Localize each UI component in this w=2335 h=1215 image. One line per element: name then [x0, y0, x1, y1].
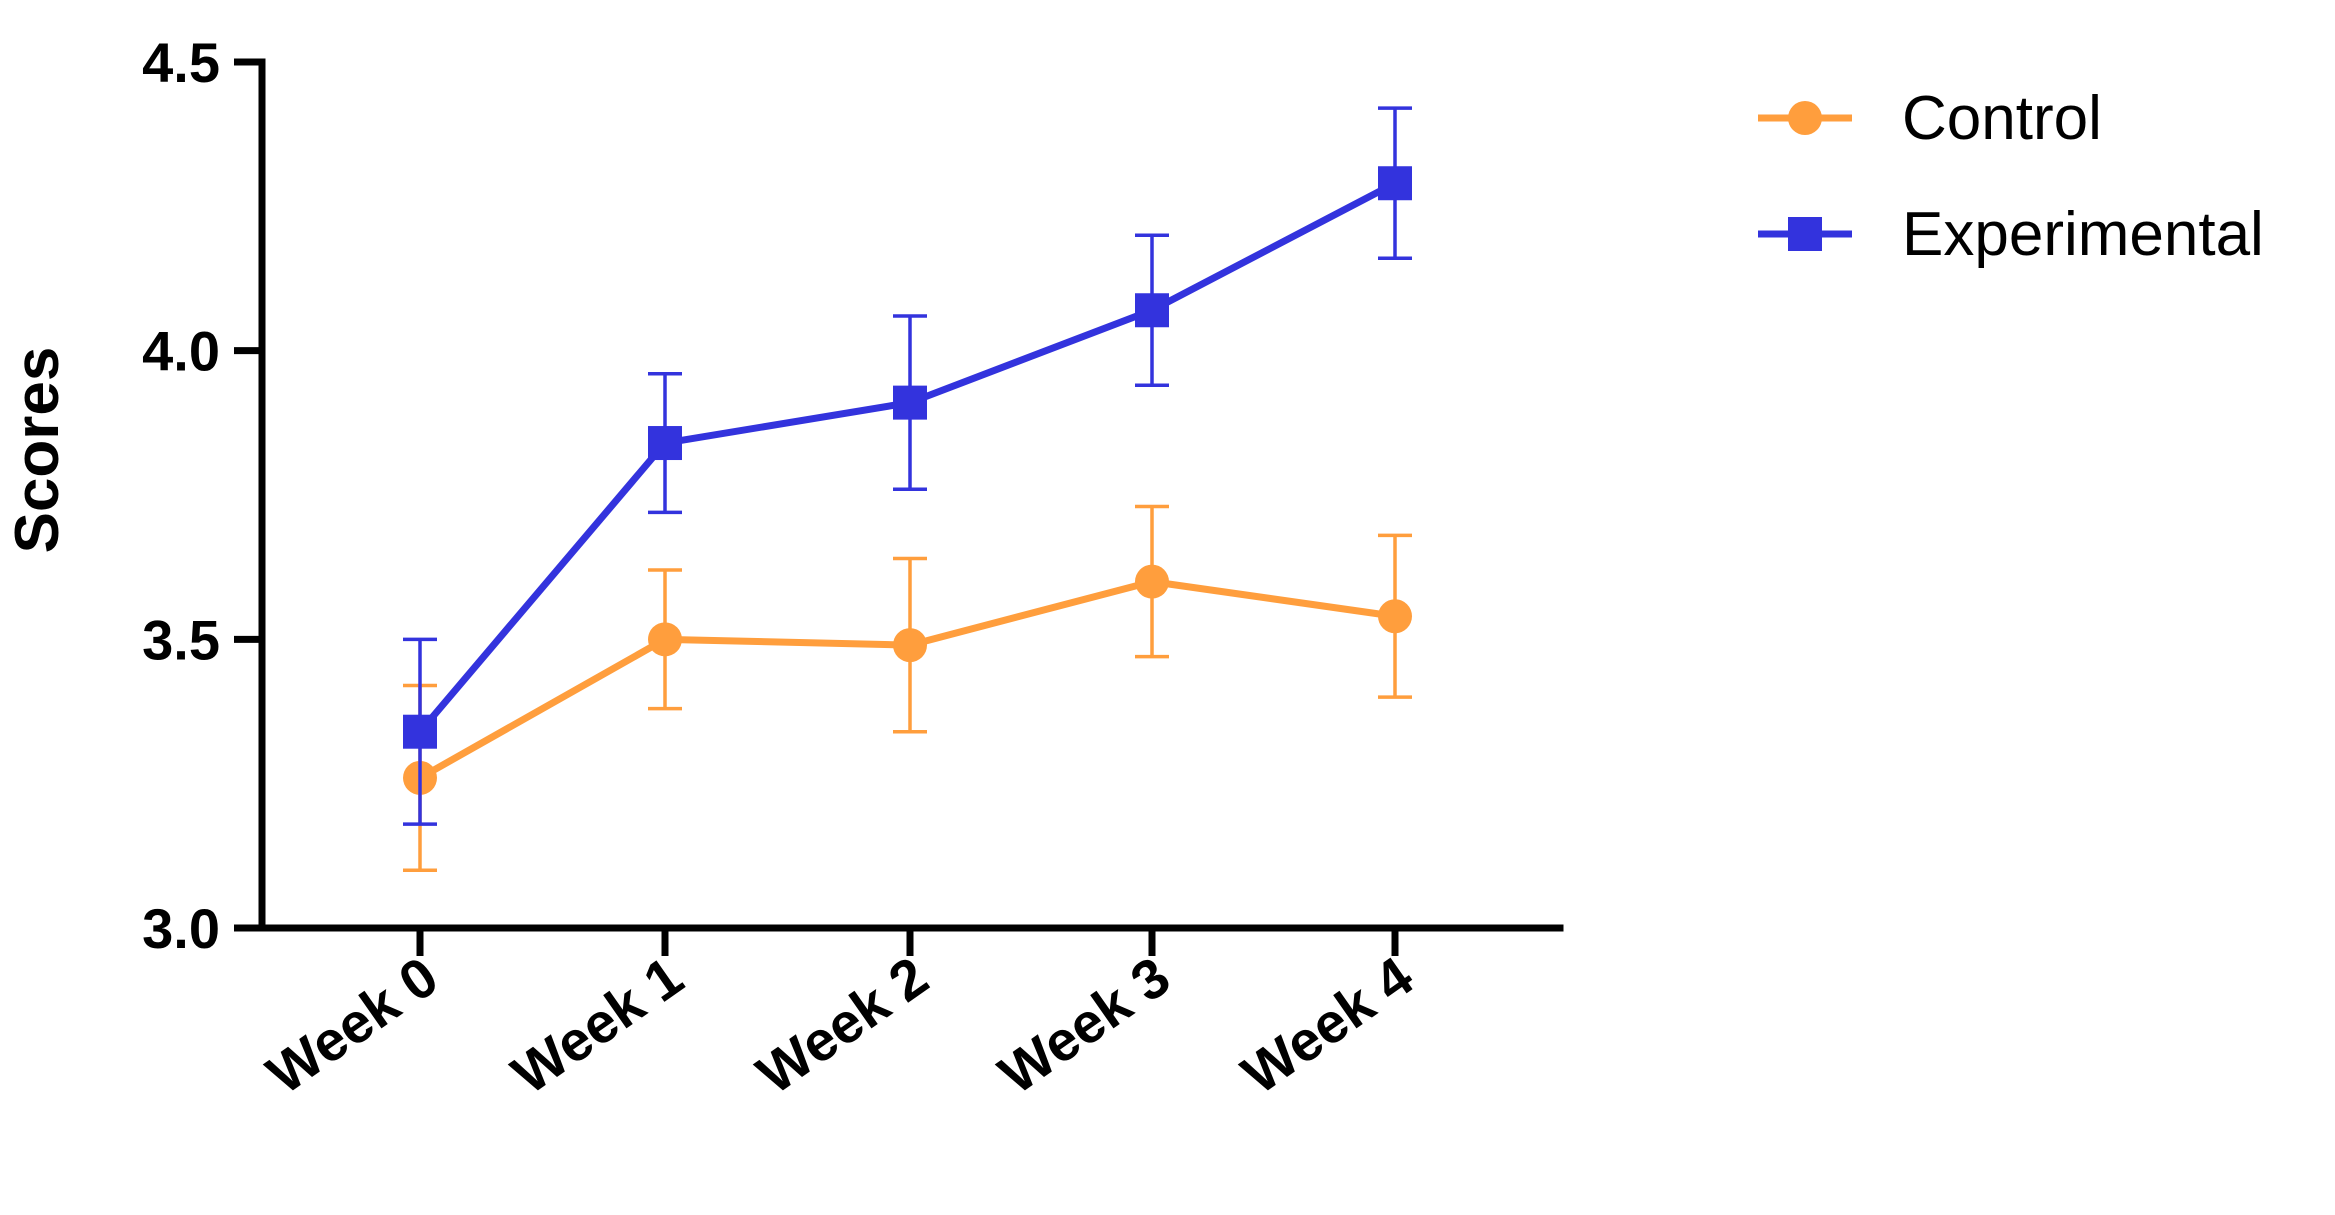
legend-label: Control: [1902, 84, 2102, 153]
y-tick-label: 4.0: [142, 320, 220, 383]
x-tick-label: Week 2: [745, 944, 938, 1106]
x-tick-label: Week 1: [500, 944, 693, 1106]
axes: [258, 58, 1564, 932]
x-tick-label: Week 4: [1230, 944, 1423, 1106]
legend-marker-circle: [1788, 101, 1822, 135]
y-axis-title: Scores: [3, 347, 72, 554]
y-tick-label: 4.5: [142, 31, 220, 94]
legend-item-control: Control: [1758, 84, 2102, 153]
y-ticks: 3.0 3.5 4.0 4.5: [142, 31, 262, 960]
data-point: [648, 622, 682, 657]
data-point: [648, 426, 682, 461]
data-point: [1378, 599, 1412, 634]
legend: Control Experimental: [1758, 84, 2264, 269]
legend-label: Experimental: [1902, 200, 2264, 269]
data-point: [893, 628, 927, 663]
x-ticks: Week 0 Week 1 Week 2 Week 3 Week 4: [255, 928, 1424, 1106]
x-tick-label: Week 3: [987, 944, 1180, 1106]
series-experimental: [403, 106, 1412, 826]
data-point: [403, 714, 437, 749]
legend-item-experimental: Experimental: [1758, 200, 2264, 269]
y-tick-label: 3.0: [142, 897, 220, 960]
x-tick-label: Week 0: [255, 944, 448, 1106]
series-line: [418, 578, 1396, 781]
y-tick-label: 3.5: [142, 608, 220, 671]
data-point: [1378, 166, 1412, 201]
series-layer: [403, 106, 1412, 873]
series-control: [403, 504, 1412, 873]
data-point: [893, 385, 927, 420]
data-point: [1135, 293, 1169, 328]
legend-marker-square: [1788, 217, 1822, 251]
data-point: [1135, 564, 1169, 599]
